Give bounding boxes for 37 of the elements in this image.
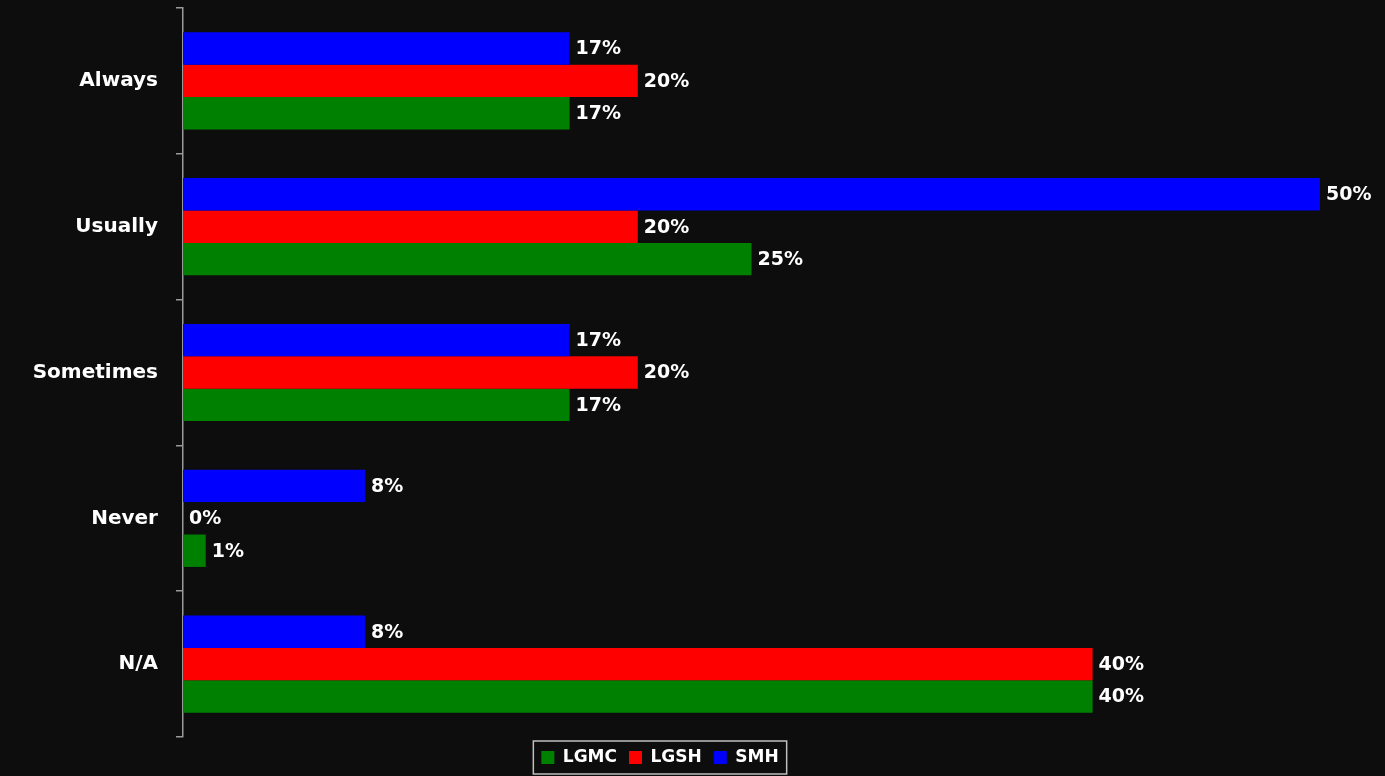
- data-label: 8%: [370, 473, 404, 496]
- bar: [183, 534, 206, 567]
- bar: [183, 32, 570, 65]
- data-label: 17%: [575, 392, 622, 415]
- bar: [183, 178, 1320, 211]
- data-label: 1%: [211, 538, 245, 561]
- y-tick-label: N/A: [118, 650, 159, 675]
- bar: [183, 615, 365, 648]
- bar: [183, 680, 1093, 713]
- data-label: 50%: [1326, 182, 1372, 205]
- y-tick-label: Usually: [75, 212, 158, 237]
- data-label: 20%: [643, 214, 690, 237]
- y-tick-label: Sometimes: [32, 358, 158, 383]
- data-label: 20%: [643, 360, 690, 383]
- y-tick-label: Never: [91, 504, 159, 529]
- data-label: 0%: [189, 506, 222, 529]
- legend-label: SMH: [735, 745, 779, 766]
- bar: [183, 97, 570, 130]
- data-label: 25%: [757, 247, 803, 270]
- data-label: 40%: [1098, 652, 1145, 675]
- legend-label: LGMC: [562, 745, 618, 766]
- legend-label: LGSH: [650, 745, 702, 766]
- bar: [183, 323, 570, 357]
- y-tick-label: Always: [79, 67, 158, 92]
- bar: [183, 388, 570, 422]
- data-label: 17%: [575, 328, 622, 351]
- bar: [183, 469, 365, 503]
- data-label: 8%: [370, 619, 404, 642]
- bar: [183, 647, 1093, 681]
- data-label: 40%: [1098, 684, 1145, 707]
- data-label: 17%: [575, 36, 622, 59]
- bar: [183, 210, 638, 243]
- data-label: 17%: [575, 101, 622, 124]
- data-label: 20%: [643, 68, 690, 91]
- bar: [183, 64, 638, 98]
- bar: [183, 242, 752, 276]
- bar: [183, 356, 638, 389]
